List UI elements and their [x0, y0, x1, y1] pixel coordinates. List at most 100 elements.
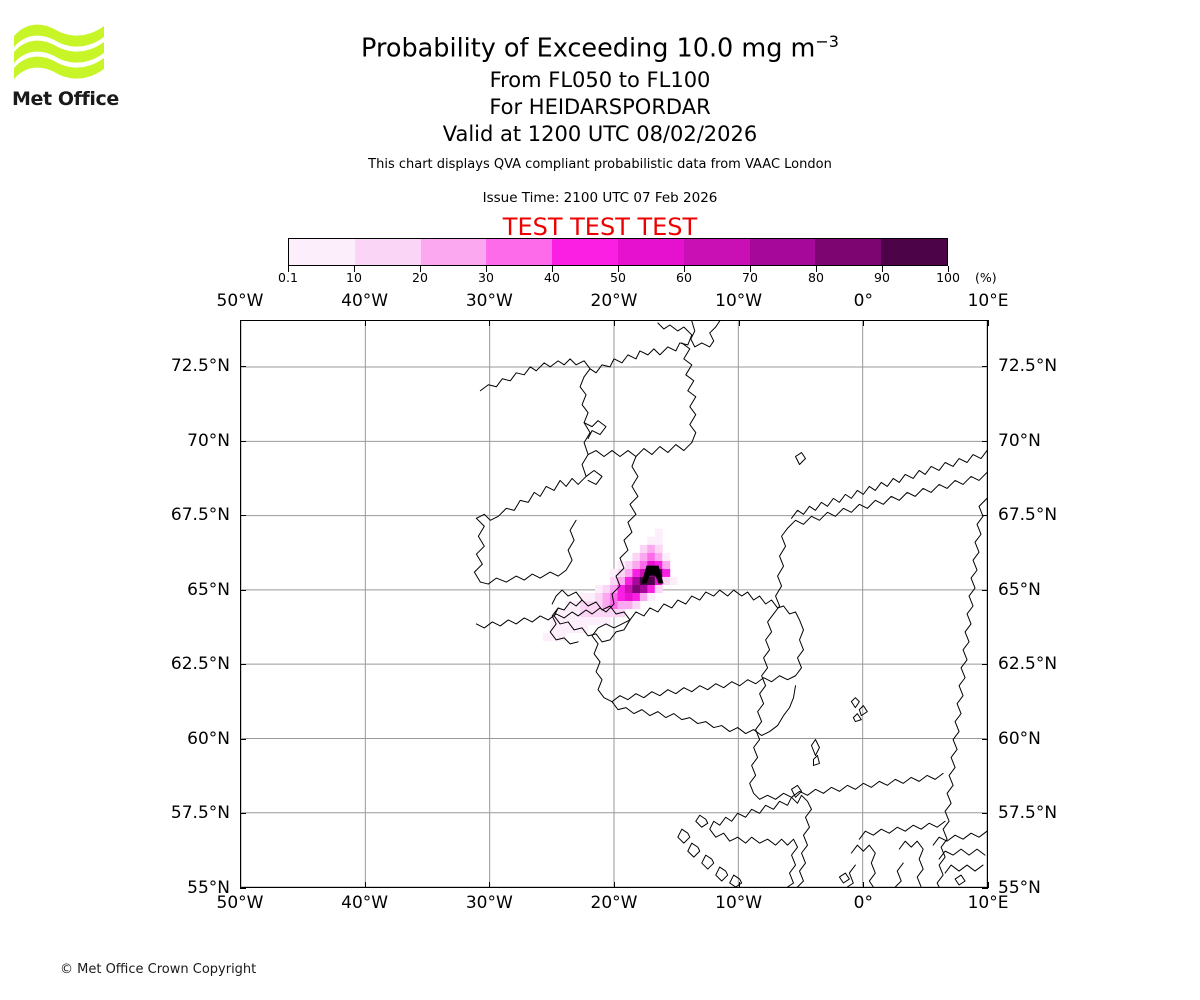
colorbar-band-1 — [354, 239, 421, 265]
colorbar-tick — [288, 266, 289, 272]
ash-probability-cell — [662, 568, 671, 577]
ash-probability-cell — [647, 576, 656, 585]
ash-probability-cell — [647, 544, 656, 553]
ash-probability-cell — [610, 609, 618, 618]
ash-probability-layer — [542, 528, 678, 642]
ash-probability-cell — [669, 576, 678, 585]
ash-probability-cell — [565, 601, 574, 610]
ash-probability-cell — [557, 617, 566, 626]
probability-colorbar — [288, 238, 948, 266]
axis-tick — [240, 515, 246, 517]
ash-probability-cell — [617, 576, 626, 585]
axis-tick — [738, 320, 740, 326]
map-gridlines — [241, 321, 987, 887]
ash-probability-cell — [587, 609, 596, 618]
ash-probability-cell — [580, 601, 589, 610]
ash-probability-cell — [647, 593, 656, 602]
colorbar-tick-label: 100 — [936, 270, 960, 285]
ash-probability-cell — [610, 601, 618, 610]
ash-probability-cell — [610, 576, 618, 585]
axis-tick — [982, 440, 988, 442]
axis-tick — [982, 888, 988, 889]
volcano-subtitle: For HEIDARSPORDAR — [489, 94, 711, 119]
ash-probability-cell — [632, 576, 641, 585]
axis-tick — [240, 888, 246, 889]
axis-tick — [489, 320, 491, 326]
axis-tick — [614, 320, 615, 326]
ash-probability-cell — [654, 552, 663, 561]
ash-probability-cell — [557, 625, 566, 634]
colorbar-band-2 — [420, 239, 487, 265]
ash-probability-cell — [632, 584, 641, 594]
lon-label-bottom: 50°W — [216, 893, 264, 913]
axis-tick — [364, 320, 366, 326]
colorbar-tick-label: 30 — [478, 270, 494, 285]
lon-label-bottom: 30°W — [465, 893, 513, 913]
copyright-notice: © Met Office Crown Copyright — [60, 962, 257, 977]
valid-time-subtitle: Valid at 1200 UTC 08/02/2026 — [442, 121, 758, 146]
ash-probability-cell — [595, 584, 604, 594]
axis-tick — [364, 882, 366, 888]
axis-tick — [982, 664, 988, 666]
colorbar-tick-label: 40 — [544, 270, 560, 285]
colorbar-band-3 — [486, 239, 553, 265]
ash-probability-cell — [654, 536, 663, 545]
colorbar-tick — [750, 266, 751, 272]
colorbar-tick-label: 60 — [676, 270, 692, 285]
lat-label-left: 57.5°N — [170, 803, 230, 824]
ash-probability-cell — [595, 601, 604, 610]
ash-probability-cell — [595, 617, 604, 626]
ash-probability-cell — [632, 560, 641, 569]
main-title-text: Probability of Exceeding 10.0 mg m — [361, 33, 816, 64]
lat-label-right: 67.5°N — [998, 505, 1058, 526]
ash-probability-cell — [647, 536, 656, 545]
colorbar-tick — [882, 266, 883, 272]
ash-probability-cell — [542, 633, 551, 642]
lon-label-top: 50°W — [216, 291, 264, 311]
lat-label-left: 70°N — [187, 430, 230, 451]
colorbar-band-0 — [289, 239, 355, 265]
lon-label-top: 30°W — [465, 291, 513, 311]
colorbar-tick — [816, 266, 817, 272]
ash-probability-cell — [565, 617, 574, 626]
ash-probability-cell — [572, 609, 581, 618]
ash-probability-cell — [617, 584, 626, 594]
axis-tick — [982, 589, 988, 591]
axis-tick — [738, 882, 740, 888]
axis-tick — [489, 882, 491, 888]
colorbar-band-5 — [617, 239, 684, 265]
colorbar-tick — [948, 266, 949, 272]
ash-probability-cell — [632, 568, 641, 577]
lon-label-top: 20°W — [590, 291, 638, 311]
colorbar-tick-label: 0.1 — [278, 270, 298, 285]
ash-probability-cell — [662, 560, 671, 569]
coastlines — [473, 321, 987, 887]
ash-probability-cell — [617, 601, 626, 610]
lat-label-left: 55°N — [187, 878, 230, 898]
ash-probability-cell — [624, 568, 633, 577]
ash-probability-cell — [557, 633, 566, 642]
colorbar-tick-label: 80 — [808, 270, 824, 285]
lon-label-top: 10°W — [715, 291, 763, 311]
colorbar-tick — [486, 266, 487, 272]
axis-tick — [614, 882, 615, 888]
ash-probability-cell — [632, 601, 641, 610]
lon-label-top: 40°W — [341, 291, 389, 311]
volcano-marker — [641, 565, 664, 584]
axis-tick — [240, 813, 246, 815]
lon-label-bottom: 0° — [853, 893, 873, 913]
ash-probability-cell — [617, 560, 626, 569]
lon-label-bottom: 20°W — [590, 893, 638, 913]
volcano-icon — [641, 565, 664, 584]
axis-tick — [863, 320, 865, 326]
ash-probability-cell — [595, 609, 604, 618]
ash-probability-cell — [595, 593, 604, 602]
colorbar-band-8 — [815, 239, 882, 265]
ash-probability-cell — [602, 593, 611, 602]
colorbar-bands — [288, 238, 948, 266]
ash-probability-cell — [602, 617, 611, 626]
ash-probability-cell — [639, 552, 648, 561]
ash-probability-cell — [624, 576, 633, 585]
lat-label-left: 72.5°N — [170, 356, 230, 377]
map-plot-area[interactable] — [240, 320, 988, 888]
